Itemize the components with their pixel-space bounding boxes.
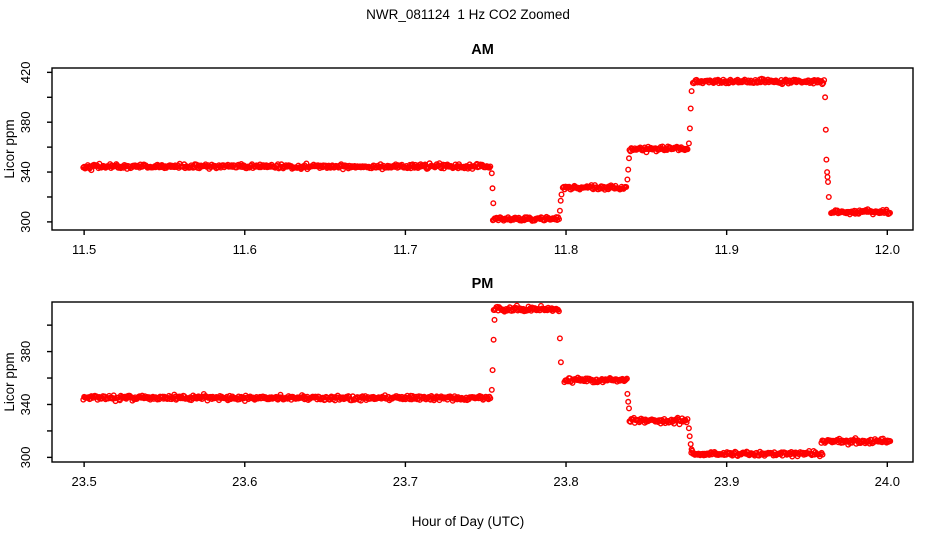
data-point — [558, 191, 565, 198]
data-point — [626, 155, 633, 162]
data-point — [490, 200, 497, 207]
am-panel-title: AM — [471, 42, 494, 58]
data-point — [625, 398, 632, 405]
am-points — [80, 75, 894, 224]
data-point — [824, 169, 831, 176]
y-tick-label: 300 — [18, 447, 33, 469]
data-point — [557, 359, 564, 366]
pm-y-axis-label: Licor ppm — [2, 352, 17, 411]
y-tick-label: 420 — [18, 62, 33, 84]
y-tick-label: 380 — [18, 111, 33, 133]
data-point — [488, 386, 495, 393]
pm-points — [80, 302, 894, 460]
pm-y-axis: 300 340 380 — [18, 324, 52, 469]
data-point — [822, 94, 829, 101]
data-point — [687, 441, 694, 448]
x-tick-label: 11.6 — [233, 242, 257, 257]
x-tick-label: 23.8 — [553, 474, 578, 489]
am-y-axis-label: Licor ppm — [2, 119, 17, 178]
y-tick-label: 380 — [18, 341, 33, 363]
data-point — [887, 209, 894, 216]
data-point — [623, 183, 630, 190]
figure-title: NWR_081124 1 Hz CO2 Zoomed — [366, 7, 570, 22]
y-tick-label: 340 — [18, 394, 33, 416]
data-point — [490, 336, 497, 343]
pm-x-axis: 23.5 23.6 23.7 23.8 23.9 24.0 — [71, 462, 900, 489]
data-point — [825, 178, 832, 185]
data-point — [487, 163, 494, 170]
data-point — [489, 367, 496, 374]
data-point — [821, 77, 828, 84]
x-tick-label: 24.0 — [875, 474, 900, 489]
data-point — [487, 395, 494, 402]
x-tick-label: 23.7 — [393, 474, 418, 489]
data-point — [555, 308, 562, 315]
data-point — [823, 156, 830, 163]
pm-panel-title: PM — [472, 276, 494, 292]
data-point — [556, 207, 563, 214]
x-tick-label: 23.6 — [232, 474, 257, 489]
data-point — [625, 166, 632, 173]
data-point — [626, 405, 633, 412]
pm-panel: PM 23.5 23.6 23.7 23.8 23.9 24.0 300 340 380Licor… — [2, 276, 914, 489]
data-point — [623, 375, 630, 382]
data-point — [820, 79, 827, 86]
data-point — [685, 140, 692, 147]
data-point — [688, 88, 695, 95]
data-point — [489, 185, 496, 192]
data-point — [624, 176, 631, 183]
data-point — [557, 197, 564, 204]
data-point — [623, 376, 630, 383]
am-y-axis: 300 340 380 420 — [18, 62, 52, 233]
x-tick-label: 12.0 — [875, 242, 900, 257]
am-x-axis: 11.5 11.6 11.7 11.8 11.9 12.0 — [72, 230, 900, 257]
data-point — [556, 335, 563, 342]
x-tick-label: 23.5 — [71, 474, 96, 489]
data-point — [491, 316, 498, 323]
x-axis-label: Hour of Day (UTC) — [411, 514, 525, 529]
am-plot-box — [51, 67, 914, 231]
data-point — [822, 126, 829, 133]
pm-plot-box — [51, 301, 914, 463]
x-tick-label: 11.7 — [393, 242, 417, 257]
data-point — [624, 390, 631, 397]
y-tick-label: 340 — [18, 161, 33, 183]
data-point — [687, 105, 694, 112]
data-point — [684, 146, 691, 153]
x-tick-label: 11.9 — [714, 242, 738, 257]
data-point — [825, 193, 832, 200]
data-point — [556, 216, 563, 223]
data-point — [488, 170, 495, 177]
data-point — [824, 173, 831, 180]
data-point — [686, 125, 693, 132]
x-tick-label: 11.8 — [554, 242, 578, 257]
y-tick-label: 300 — [18, 211, 33, 233]
data-point — [819, 451, 826, 458]
am-panel: AM 11.5 11.6 11.7 11.8 11.9 12.0 300 340 380 420 Li… — [2, 42, 914, 257]
data-point — [688, 446, 695, 453]
data-point — [685, 425, 692, 432]
data-point — [887, 438, 894, 445]
data-point — [683, 419, 690, 426]
x-tick-label: 23.9 — [714, 474, 739, 489]
x-tick-label: 11.5 — [72, 242, 96, 257]
data-point — [684, 416, 691, 423]
data-point — [686, 433, 693, 440]
